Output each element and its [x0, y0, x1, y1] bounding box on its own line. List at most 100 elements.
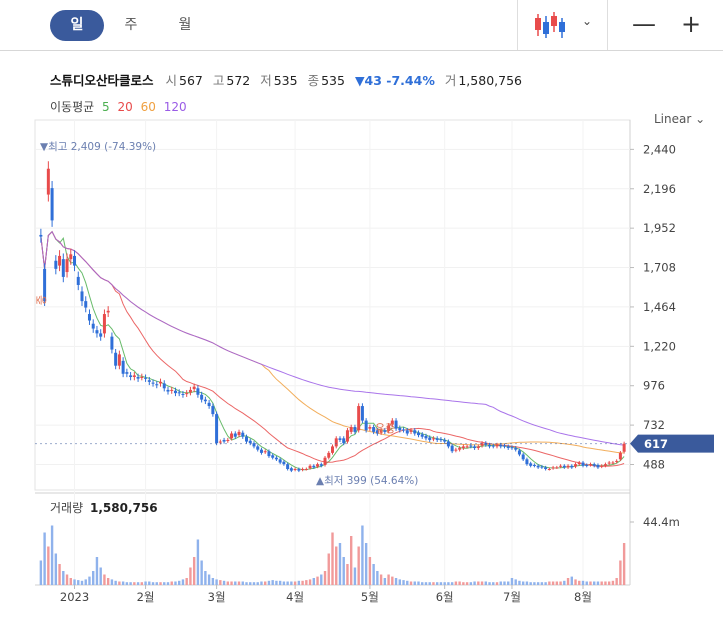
candle-body [390, 420, 394, 425]
volume-bar [114, 580, 117, 585]
volume-bar [574, 579, 577, 585]
candle-body [529, 463, 533, 466]
candle-body [383, 430, 387, 432]
volume-bar [69, 578, 72, 585]
tab-weekly[interactable]: 주 [124, 17, 138, 33]
high-annotation: ▼최고 2,409 (-74.39%) [40, 141, 156, 153]
volume-bar [73, 579, 76, 585]
volume-bar [409, 581, 413, 585]
x-tick-label: 3월 [208, 590, 226, 604]
zoom-out-button[interactable]: — [632, 10, 656, 38]
volume-bar [174, 581, 177, 585]
volume-bar [559, 581, 562, 585]
volume-bar [327, 553, 330, 585]
candle-body [50, 188, 54, 221]
candle-body [155, 384, 159, 386]
tab-daily[interactable]: 일 [50, 10, 104, 41]
candle-body [259, 449, 263, 453]
volume-bar [43, 532, 46, 585]
volume-bar [514, 579, 517, 585]
chart-type-select[interactable]: ⌄ [518, 8, 606, 42]
candle-body [226, 439, 230, 441]
zoom-in-button[interactable]: + [680, 10, 702, 38]
candle-body [446, 441, 450, 447]
volume-bar [525, 581, 529, 585]
candle-body [80, 291, 84, 302]
volume-bar [234, 581, 237, 585]
x-tick-label: 7월 [503, 590, 521, 604]
candle-body [585, 464, 589, 466]
candle-body [271, 455, 275, 458]
volume-bar [286, 581, 289, 585]
volume-bar [607, 581, 611, 585]
candle-body [566, 465, 570, 468]
candle-body [603, 464, 607, 466]
tab-monthly[interactable]: 월 [178, 17, 192, 33]
volume-bar [450, 582, 454, 585]
candle-body [334, 438, 338, 447]
volume-bar [540, 582, 544, 585]
candle-body [136, 376, 140, 379]
volume-bar [383, 578, 387, 585]
candle-body [435, 438, 439, 440]
candle-body [207, 402, 211, 407]
y-tick-label: 732 [643, 418, 665, 432]
volume-bar [536, 582, 540, 585]
volume-panel-value: 1,580,756 [90, 501, 158, 515]
low-label: 저 [260, 73, 272, 88]
y-tick-label: 2,196 [643, 182, 676, 196]
volume-bar [219, 580, 222, 585]
ma20-line [40, 230, 625, 467]
volume-bar [432, 582, 435, 585]
volume-bar [379, 574, 383, 585]
volume-bar [454, 581, 458, 585]
open-label: 시 [165, 73, 178, 88]
candle-body [559, 465, 563, 467]
ma5-label: 5 [102, 100, 110, 114]
volume-bar [39, 560, 43, 585]
candle-body [278, 459, 282, 463]
candle-body [166, 389, 170, 392]
candle-body [91, 323, 95, 329]
ma60-label: 60 [140, 100, 156, 114]
close-label: 종 [307, 73, 320, 88]
volume-bar [222, 580, 226, 585]
volume-bar [473, 581, 476, 585]
volume-bar [92, 571, 95, 585]
candle-body [129, 375, 133, 377]
volume-bar [275, 580, 278, 585]
candle-body [159, 381, 163, 384]
volume-bar [110, 579, 114, 585]
candle-body [245, 436, 249, 442]
volume-tick-label: 44.4m [643, 515, 680, 529]
candle-body [177, 392, 181, 394]
volume-bar [619, 560, 622, 585]
volume-bar [589, 581, 592, 585]
low-price: 535 [273, 73, 298, 88]
candle-body [405, 430, 409, 434]
volume-bar [533, 582, 536, 585]
candle-body [514, 448, 518, 450]
candle-body [416, 432, 420, 436]
candle-body [185, 393, 189, 395]
volume-bar [65, 574, 69, 585]
scale-mode-select[interactable]: Linear ⌄ [654, 112, 706, 126]
candle-body [562, 465, 566, 468]
volume-bar [140, 582, 144, 585]
volume-bar [245, 582, 248, 585]
candle-body [581, 462, 585, 466]
volume-bar [596, 581, 600, 585]
candle-body [536, 465, 540, 468]
ma60-line [40, 230, 625, 454]
candle-body [327, 452, 331, 458]
volume-bar [133, 582, 136, 585]
candle-body [443, 439, 447, 442]
volume-bar [465, 582, 469, 585]
volume-bar [316, 576, 319, 585]
volume-panel-title: 거래량 [50, 501, 83, 515]
candle-body [540, 466, 544, 468]
candle-body [39, 234, 43, 237]
volume-bar [99, 567, 102, 585]
candle-body [147, 380, 151, 382]
candle-body [357, 406, 361, 431]
